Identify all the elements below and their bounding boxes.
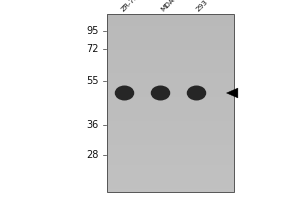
Bar: [106, 115, 234, 118]
Bar: [106, 38, 234, 41]
Text: ZR-75-1: ZR-75-1: [120, 0, 145, 13]
Bar: [106, 94, 234, 97]
Bar: [106, 17, 234, 20]
Bar: [106, 53, 234, 56]
Bar: [106, 153, 234, 156]
Bar: [106, 159, 234, 162]
Bar: [106, 162, 234, 165]
Bar: [106, 136, 234, 139]
Bar: [106, 44, 234, 47]
Text: 28: 28: [87, 150, 99, 160]
Bar: [106, 82, 234, 85]
Bar: [106, 180, 234, 183]
Bar: [106, 133, 234, 136]
Bar: [106, 100, 234, 103]
Bar: [106, 171, 234, 174]
Bar: [106, 91, 234, 94]
Bar: [106, 112, 234, 115]
Bar: [106, 106, 234, 109]
Bar: [106, 35, 234, 38]
Bar: [106, 189, 234, 192]
Bar: [106, 79, 234, 82]
Bar: [106, 73, 234, 76]
Bar: [106, 109, 234, 112]
Bar: [106, 118, 234, 121]
Text: MDA-MB435: MDA-MB435: [159, 0, 195, 13]
Text: 72: 72: [86, 44, 99, 54]
Bar: [106, 148, 234, 150]
Bar: [106, 70, 234, 73]
Bar: [106, 58, 234, 61]
Bar: [106, 41, 234, 44]
Text: 293: 293: [195, 0, 209, 13]
Bar: [106, 156, 234, 159]
Bar: [106, 88, 234, 91]
Bar: [106, 26, 234, 29]
Bar: [106, 127, 234, 130]
Bar: [106, 124, 234, 127]
Bar: [106, 14, 234, 192]
Bar: [106, 186, 234, 189]
Bar: [106, 20, 234, 23]
Bar: [106, 183, 234, 186]
Bar: [106, 23, 234, 26]
Ellipse shape: [115, 86, 134, 100]
Bar: [106, 14, 234, 17]
Bar: [106, 139, 234, 142]
Bar: [106, 64, 234, 67]
Bar: [106, 150, 234, 153]
Bar: [106, 85, 234, 88]
Text: 55: 55: [86, 76, 99, 86]
Bar: [106, 47, 234, 50]
Bar: [106, 177, 234, 180]
Ellipse shape: [151, 86, 170, 100]
Bar: [106, 56, 234, 58]
Ellipse shape: [187, 86, 206, 100]
Bar: [106, 50, 234, 53]
Bar: [106, 103, 234, 106]
Bar: [106, 130, 234, 133]
Bar: [106, 121, 234, 124]
Text: 95: 95: [87, 26, 99, 36]
Bar: [106, 165, 234, 168]
Bar: [106, 145, 234, 148]
Bar: [106, 29, 234, 32]
Bar: [106, 76, 234, 79]
Bar: [106, 32, 234, 35]
Bar: [106, 142, 234, 145]
Bar: [106, 97, 234, 100]
Bar: [106, 61, 234, 64]
Bar: [106, 174, 234, 177]
Text: 36: 36: [87, 120, 99, 130]
Bar: [106, 67, 234, 70]
Bar: [106, 168, 234, 171]
Polygon shape: [226, 88, 238, 98]
